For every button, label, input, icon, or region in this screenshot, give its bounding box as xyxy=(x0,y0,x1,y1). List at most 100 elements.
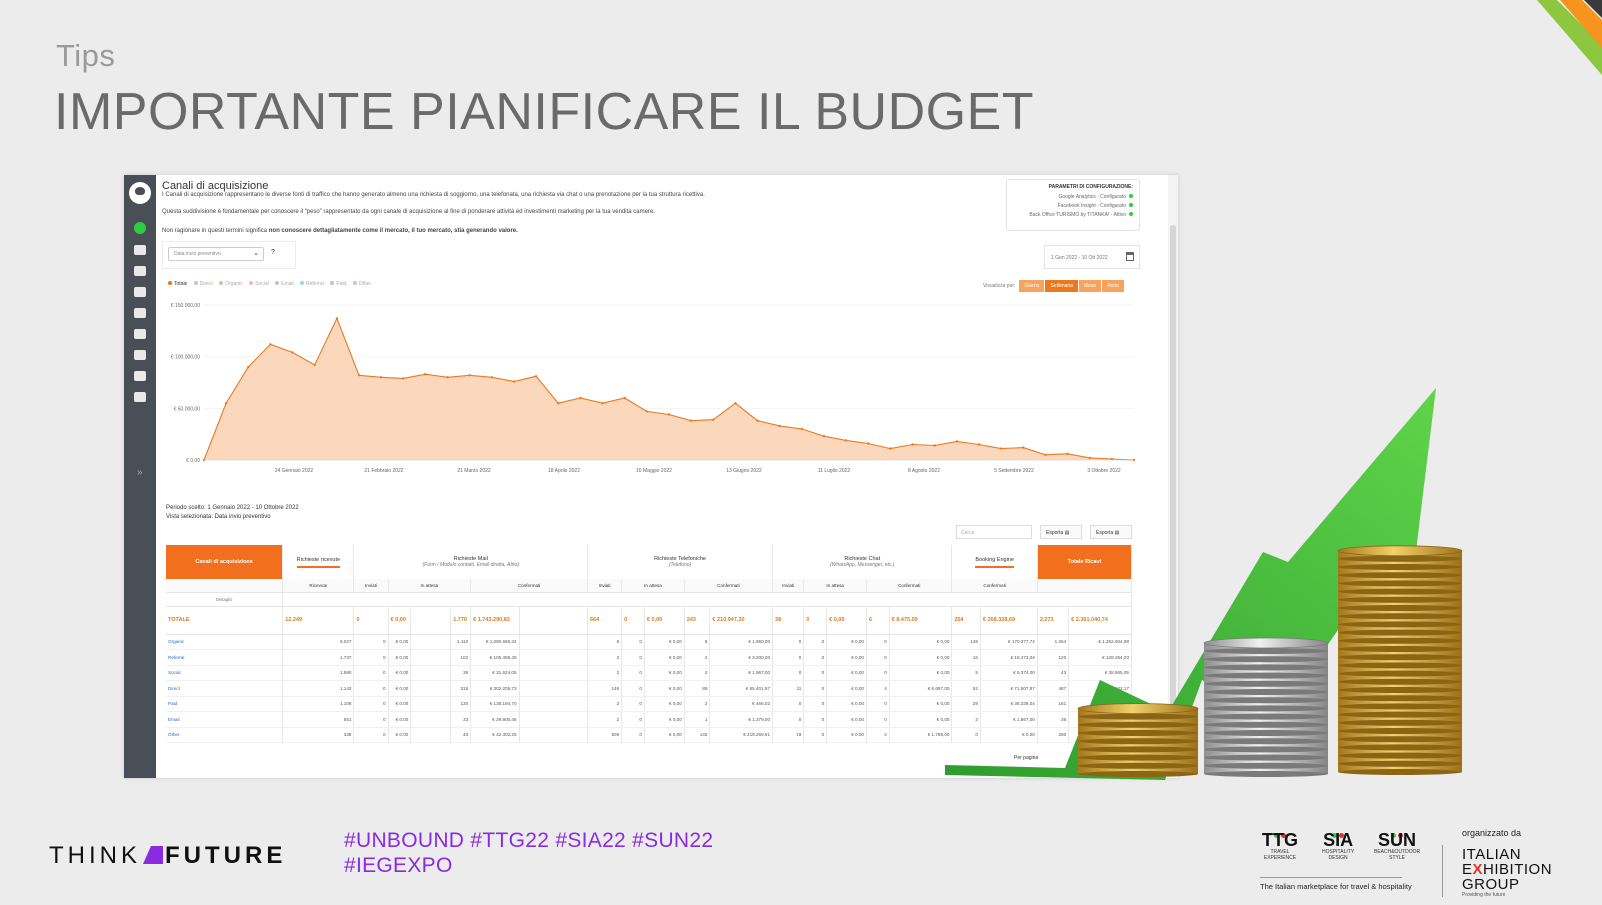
data-point[interactable] xyxy=(712,418,715,421)
data-point[interactable] xyxy=(778,424,781,428)
data-point[interactable] xyxy=(933,444,936,447)
data-point[interactable] xyxy=(224,402,228,405)
value-cell: 43 xyxy=(450,727,472,743)
legend-item-paid[interactable]: Paid xyxy=(330,281,346,287)
data-point[interactable] xyxy=(911,443,914,446)
data-point[interactable] xyxy=(889,447,892,450)
channel-cell[interactable]: Paid xyxy=(166,696,284,712)
data-point[interactable] xyxy=(623,396,626,400)
spacer-cell xyxy=(410,665,452,681)
scrollbar[interactable] xyxy=(1168,175,1178,778)
channel-cell[interactable]: Referral xyxy=(166,649,284,666)
data-point[interactable] xyxy=(357,374,361,377)
expand-chevron-icon[interactable]: » xyxy=(137,467,143,478)
data-point[interactable] xyxy=(468,374,471,377)
envelope-icon[interactable] xyxy=(134,371,146,381)
ieg-line-3: GROUP xyxy=(1462,876,1520,893)
data-point[interactable] xyxy=(800,427,804,431)
data-point[interactable] xyxy=(269,343,272,346)
dashboard-icon[interactable] xyxy=(134,245,146,255)
data-point[interactable] xyxy=(247,365,250,369)
channel-cell[interactable]: Other xyxy=(166,727,284,743)
data-point[interactable] xyxy=(667,413,671,416)
export-button-1[interactable]: Esporta ▤ xyxy=(1040,525,1082,539)
value-cell: 38 xyxy=(772,606,805,635)
coin xyxy=(1204,733,1328,742)
export-label-2: Esporta xyxy=(1096,530,1114,536)
data-point[interactable] xyxy=(689,419,693,422)
data-point[interactable] xyxy=(379,376,383,379)
data-point[interactable] xyxy=(1110,457,1114,461)
view-week-button[interactable]: Settimana xyxy=(1045,280,1078,292)
view-day-button[interactable]: Giorno xyxy=(1019,280,1045,292)
balance-icon[interactable] xyxy=(134,350,146,360)
ttg-dots-icon xyxy=(1262,825,1298,838)
value-cell: 0 xyxy=(951,727,981,743)
data-point[interactable] xyxy=(490,376,494,379)
data-point[interactable] xyxy=(446,376,449,379)
value-cell: 338 xyxy=(282,727,355,743)
legend-item-social[interactable]: Social xyxy=(249,281,269,287)
data-point[interactable] xyxy=(1022,446,1025,449)
data-point[interactable] xyxy=(601,402,604,405)
data-point[interactable] xyxy=(1088,456,1091,460)
date-range-picker[interactable]: 1 Gen 2022 - 10 Ott 2022 xyxy=(1044,245,1140,269)
description-2: Questa suddivisione è fondamentale per c… xyxy=(162,209,655,215)
view-month-button[interactable]: Mese xyxy=(1078,280,1102,292)
document-icon[interactable] xyxy=(134,392,146,402)
data-point[interactable] xyxy=(335,317,339,320)
view-year-button[interactable]: Anno xyxy=(1102,280,1124,292)
value-cell: € 1.960,00 xyxy=(709,634,774,650)
mail-icon[interactable] xyxy=(134,287,146,297)
data-point[interactable] xyxy=(977,443,981,446)
data-point[interactable] xyxy=(1066,452,1069,455)
coin-edge xyxy=(1204,672,1328,679)
data-point[interactable] xyxy=(867,442,870,445)
data-point[interactable] xyxy=(291,351,294,354)
coin-edge xyxy=(1338,580,1462,587)
data-point[interactable] xyxy=(1044,453,1047,456)
add-icon[interactable] xyxy=(134,222,146,234)
data-point[interactable] xyxy=(756,419,759,422)
data-point[interactable] xyxy=(424,373,427,376)
legend-item-organic[interactable]: Organic xyxy=(219,281,243,287)
channel-cell[interactable]: Direct xyxy=(166,680,284,697)
data-point[interactable] xyxy=(534,375,538,378)
data-point[interactable] xyxy=(579,396,582,400)
data-point[interactable] xyxy=(402,377,405,380)
data-point[interactable] xyxy=(313,363,316,367)
data-point[interactable] xyxy=(844,439,848,442)
legend-item-other[interactable]: Other xyxy=(353,281,372,287)
legend-item-referral[interactable]: Referral xyxy=(300,281,324,287)
data-point[interactable] xyxy=(734,402,737,405)
export-button-2[interactable]: Esporta ▤ xyxy=(1090,525,1132,539)
help-icon[interactable]: ? xyxy=(271,249,275,256)
money-icon[interactable] xyxy=(134,308,146,318)
data-point[interactable] xyxy=(822,435,826,438)
coin xyxy=(1078,749,1198,758)
data-point[interactable] xyxy=(512,380,516,383)
legend-item-email[interactable]: Email xyxy=(275,281,294,287)
channel-cell[interactable]: Organic xyxy=(166,634,284,650)
data-point[interactable] xyxy=(999,447,1003,450)
legend-item-totale[interactable]: Totale xyxy=(168,281,187,287)
corner-stripes-decoration xyxy=(1537,0,1602,75)
y-tick-label: € 0,00 xyxy=(186,458,200,464)
search-input[interactable]: Cerca xyxy=(956,525,1032,539)
value-cell: 664 xyxy=(587,606,623,635)
sia-sub-1: HOSPITALITY xyxy=(1322,849,1355,855)
data-point[interactable] xyxy=(955,440,959,443)
channel-cell[interactable]: Social xyxy=(166,665,284,681)
card-icon[interactable] xyxy=(134,329,146,339)
channel-cell[interactable]: Email xyxy=(166,711,284,728)
channel-cell: TOTALE xyxy=(166,606,284,635)
legend-item-direct[interactable]: Direct xyxy=(194,281,213,287)
date-type-select[interactable]: Data invio preventivo ⌄ xyxy=(168,247,264,261)
header-canali: Canali di acquisizione xyxy=(166,545,284,579)
robot-avatar-icon[interactable] xyxy=(129,182,151,204)
subheader-totale xyxy=(1037,579,1133,593)
users-icon[interactable] xyxy=(134,266,146,276)
data-point[interactable] xyxy=(557,402,560,405)
scrollbar-thumb[interactable] xyxy=(1170,225,1176,775)
data-point[interactable] xyxy=(645,410,649,413)
